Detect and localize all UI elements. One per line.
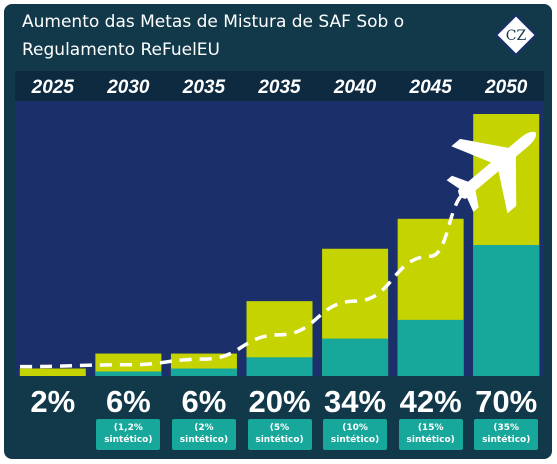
- trend-line: [19, 190, 469, 369]
- chart-title: Aumento das Metas de Mistura de SAF Sob …: [22, 8, 442, 64]
- bar-total: [19, 368, 86, 376]
- percent-label: 6%: [105, 384, 151, 419]
- bar-synthetic: [95, 371, 162, 376]
- airplane-icon: [446, 131, 537, 214]
- year-label: 2035: [257, 77, 301, 98]
- percent-label: 2%: [30, 384, 76, 419]
- percent-label: 6%: [181, 384, 227, 419]
- bar-synthetic: [170, 368, 237, 376]
- synthetic-label: (35% sintético): [474, 419, 539, 450]
- bar-synthetic: [322, 338, 389, 376]
- percent-label: 20%: [248, 384, 311, 419]
- synthetic-label: (5% sintético): [247, 419, 312, 450]
- cz-logo-icon: CZ: [494, 13, 538, 57]
- percent-label: 42%: [399, 384, 462, 419]
- year-label: 2040: [333, 77, 377, 98]
- synthetic-label: (15% sintético): [398, 419, 463, 450]
- year-label: 2050: [484, 77, 528, 98]
- bar-synthetic: [246, 357, 313, 376]
- synthetic-label: (10% sintético): [323, 419, 388, 450]
- synthetic-label: (2% sintético): [171, 419, 236, 450]
- year-label: 2035: [182, 77, 226, 98]
- year-label: 2045: [409, 77, 453, 98]
- year-band: [15, 71, 544, 101]
- logo-text: CZ: [506, 28, 527, 44]
- year-label: 2025: [31, 77, 75, 98]
- percent-label: 34%: [324, 384, 387, 419]
- bar-synthetic: [473, 245, 540, 376]
- year-label: 2030: [106, 77, 150, 98]
- percent-label: 70%: [475, 384, 538, 419]
- bar-synthetic: [397, 319, 464, 376]
- title-line-1: Aumento das Metas de Mistura de SAF Sob …: [22, 12, 405, 32]
- synthetic-label: (1,2% sintético): [96, 419, 161, 450]
- title-line-2: Regulamento ReFuelEU: [22, 40, 220, 60]
